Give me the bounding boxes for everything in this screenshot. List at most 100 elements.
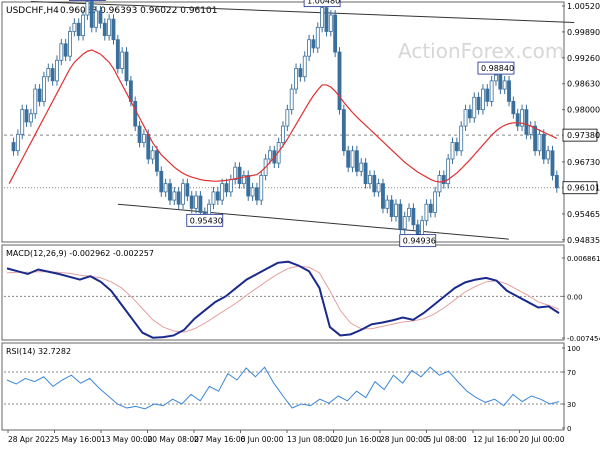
time-tick-label: 12 Jul 16:00 [473,435,518,444]
candle-body [554,175,559,189]
candle-body [159,170,164,193]
annotation-box [477,61,515,75]
candle-body [42,76,46,102]
candle-body [524,109,529,135]
candle-body [454,142,459,152]
candle-body [24,109,29,123]
candle-body [176,191,181,205]
candle-body [446,158,451,185]
candle-body [394,203,398,217]
candle-body [133,101,138,127]
candle-body [185,183,190,197]
candle-body [372,175,377,193]
level-label-box [562,128,598,142]
macd-signal-line [6,265,560,333]
candle-body [428,203,433,213]
candle-body [411,207,416,226]
candle-body [124,51,129,82]
candle-body [537,133,542,152]
candle-body [511,101,516,115]
rsi-title: RSI(14) 32.7282 [6,347,71,356]
annotation-label: 0.94936 [403,237,436,246]
price-tick-label: 0.98630 [567,80,600,89]
candle-body [155,150,159,172]
candle-body [246,175,251,197]
candle-body [115,39,120,69]
macd-axis: 0.006861 0.00 -0.007454 [562,255,600,343]
candle-body [459,125,464,152]
candle-body [198,195,203,213]
candle-body [359,162,364,172]
candle-body [346,150,351,168]
candle-body [68,31,72,57]
level-label: 0.97380 [567,131,600,140]
time-tick-label: 13 May 00:00 [101,435,153,444]
price-tick-label: 0.99890 [567,28,600,37]
price-candles [11,0,559,241]
macd-tick-label: 0.006861 [567,255,600,263]
candle-body [368,175,372,185]
candle-body [215,191,220,201]
ohlc-readout: 0.96063 0.96393 0.96022 0.96101 [60,6,217,16]
candle-body [398,203,403,230]
candle-body [168,183,172,201]
candle-body [150,150,155,160]
macd-tick-label: -0.007454 [567,335,600,343]
candle-body [220,183,225,201]
candle-body [46,68,51,78]
candle-body [146,133,151,160]
candle-body [89,1,94,28]
candle-body [407,207,411,217]
candle-body [333,14,338,53]
candle-body [233,166,238,180]
candle-body [441,175,446,185]
rsi-tick-label: 30 [567,401,576,409]
candle-body [189,195,194,209]
candle-body [337,51,342,111]
candle-body [376,183,381,193]
candle-body [311,39,316,49]
price-panel-frame [1,1,565,243]
candle-body [98,10,103,24]
candle-body [476,96,481,111]
time-tick-label: 6 Jun 00:00 [241,435,284,444]
price-tick-label: 1.00520 [567,2,600,11]
candle-body [302,55,307,78]
level-label: 0.96101 [567,184,600,193]
candle-body [111,18,116,41]
annotation-label: 0.98840 [481,64,514,73]
annotation-box [399,234,437,248]
candle-body [11,142,16,152]
candle-body [241,175,246,185]
candle-body [81,14,85,37]
candle-body [489,80,494,102]
candle-body [85,1,90,16]
candle-body [502,80,507,90]
candle-body [424,203,429,222]
candle-body [481,88,485,111]
rsi-axis: 100 70 30 0 [562,345,580,433]
candle-body [15,133,20,152]
time-tick-label: 27 May 16:00 [194,435,246,444]
time-tick-label: 5 Jul 08:00 [427,435,467,444]
candle-body [33,88,38,115]
candle-body [485,88,490,102]
macd-main-line [6,260,560,339]
trendline [117,203,510,240]
candle-body [463,109,468,127]
candle-body [294,68,298,90]
candle-body [250,187,255,197]
candle-body [315,26,320,49]
candle-body [472,96,477,119]
candle-body [515,113,520,127]
candle-body [433,191,438,213]
candle-body [550,150,555,176]
candle-body [281,125,285,143]
candle-body [94,10,99,28]
candle-body [354,150,359,172]
watermark-text: ActionForex.com [398,39,564,63]
price-axis: 1.00520 0.99890 0.99260 0.98630 0.98000 0.973… [562,2,600,245]
price-tick-label: 0.94835 [567,236,600,245]
time-tick-label: 28 Jun 00:00 [380,435,428,444]
